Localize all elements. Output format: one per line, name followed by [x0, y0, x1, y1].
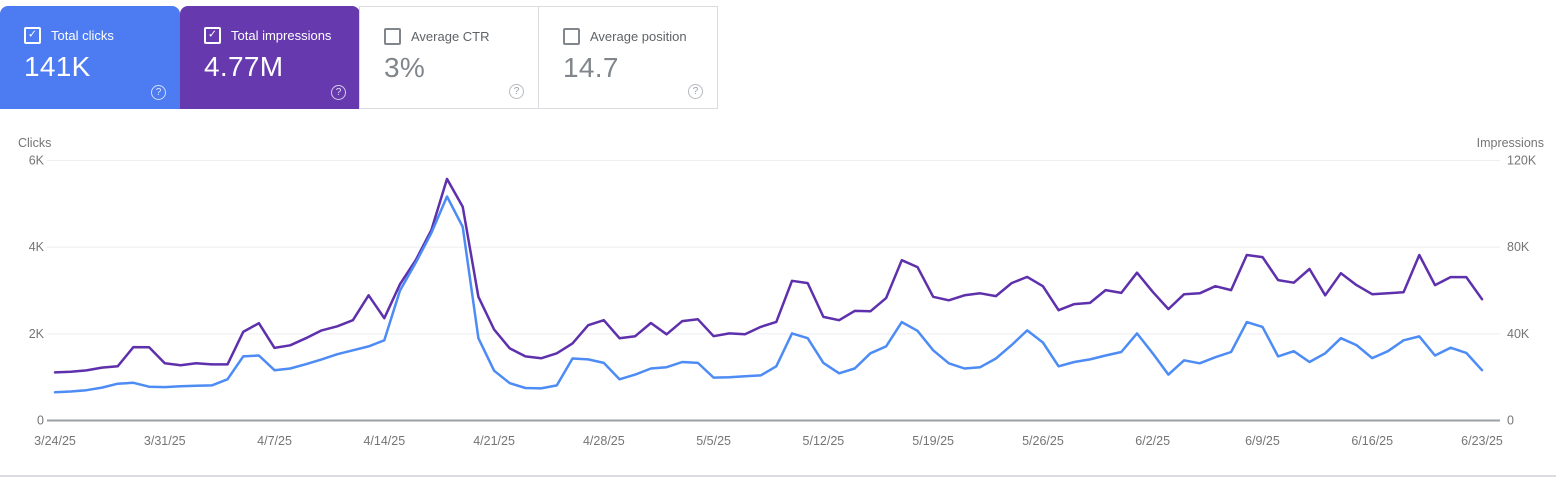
- check-icon: ✓: [27, 28, 38, 41]
- check-icon: ✓: [207, 28, 218, 41]
- chart-axis-labels: 0 0 2K 40K 4K 80K 6K 120K Clicks Impressions 3/24/…: [18, 136, 1544, 448]
- left-tick-label: 6K: [29, 154, 45, 168]
- x-tick-label: 6/2/25: [1135, 434, 1170, 448]
- average-ctr-label: Average CTR: [411, 29, 490, 44]
- x-tick-label: 6/23/25: [1461, 434, 1503, 448]
- x-tick-label: 4/28/25: [583, 434, 625, 448]
- total-clicks-label: Total clicks: [51, 28, 114, 43]
- help-icon[interactable]: ?: [331, 85, 346, 100]
- clicks-line: [53, 195, 1484, 394]
- x-tick-label: 5/19/25: [912, 434, 954, 448]
- x-tick-label: 5/26/25: [1022, 434, 1064, 448]
- x-tick-label: 6/9/25: [1245, 434, 1280, 448]
- metric-card-average-position[interactable]: ✓ Average position 14.7 ?: [538, 6, 718, 109]
- metric-card-total-impressions[interactable]: ✓ Total impressions 4.77M ?: [180, 6, 360, 109]
- x-tick-label: 4/7/25: [257, 434, 292, 448]
- x-tick-label: 4/21/25: [473, 434, 515, 448]
- metric-card-total-clicks[interactable]: ✓ Total clicks 141K ?: [0, 6, 180, 109]
- average-ctr-checkbox[interactable]: ✓: [384, 28, 401, 45]
- right-tick-label: 120K: [1507, 154, 1537, 168]
- help-icon[interactable]: ?: [688, 84, 703, 99]
- right-tick-label: 80K: [1507, 240, 1530, 254]
- x-tick-label: 3/24/25: [34, 434, 76, 448]
- chart-gridlines: [47, 160, 1500, 422]
- metric-card-average-ctr[interactable]: ✓ Average CTR 3% ?: [359, 6, 539, 109]
- right-tick-label: 0: [1507, 414, 1514, 428]
- metric-cards: ✓ Total clicks 141K ? ✓ Total impression…: [0, 6, 718, 109]
- left-tick-label: 4K: [29, 240, 45, 254]
- total-impressions-label: Total impressions: [231, 28, 332, 43]
- chart-series: [53, 177, 1484, 394]
- impressions-line: [53, 177, 1484, 374]
- help-icon[interactable]: ?: [509, 84, 524, 99]
- help-icon[interactable]: ?: [151, 85, 166, 100]
- x-tick-label: 5/5/25: [696, 434, 731, 448]
- right-axis-title: Impressions: [1477, 136, 1544, 150]
- average-position-label: Average position: [590, 29, 687, 44]
- total-impressions-value: 4.77M: [204, 51, 284, 82]
- average-position-checkbox[interactable]: ✓: [563, 28, 580, 45]
- left-axis-title: Clicks: [18, 136, 51, 150]
- total-impressions-checkbox[interactable]: ✓: [204, 27, 221, 44]
- x-tick-label: 3/31/25: [144, 434, 186, 448]
- average-ctr-value: 3%: [384, 52, 426, 83]
- left-tick-label: 2K: [29, 327, 45, 341]
- x-tick-label: 4/14/25: [363, 434, 405, 448]
- total-clicks-checkbox[interactable]: ✓: [24, 27, 41, 44]
- right-tick-label: 40K: [1507, 327, 1530, 341]
- x-tick-label: 5/12/25: [803, 434, 845, 448]
- average-position-value: 14.7: [563, 52, 619, 83]
- left-tick-label: 0: [37, 414, 44, 428]
- x-tick-label: 6/16/25: [1351, 434, 1393, 448]
- total-clicks-value: 141K: [24, 51, 91, 82]
